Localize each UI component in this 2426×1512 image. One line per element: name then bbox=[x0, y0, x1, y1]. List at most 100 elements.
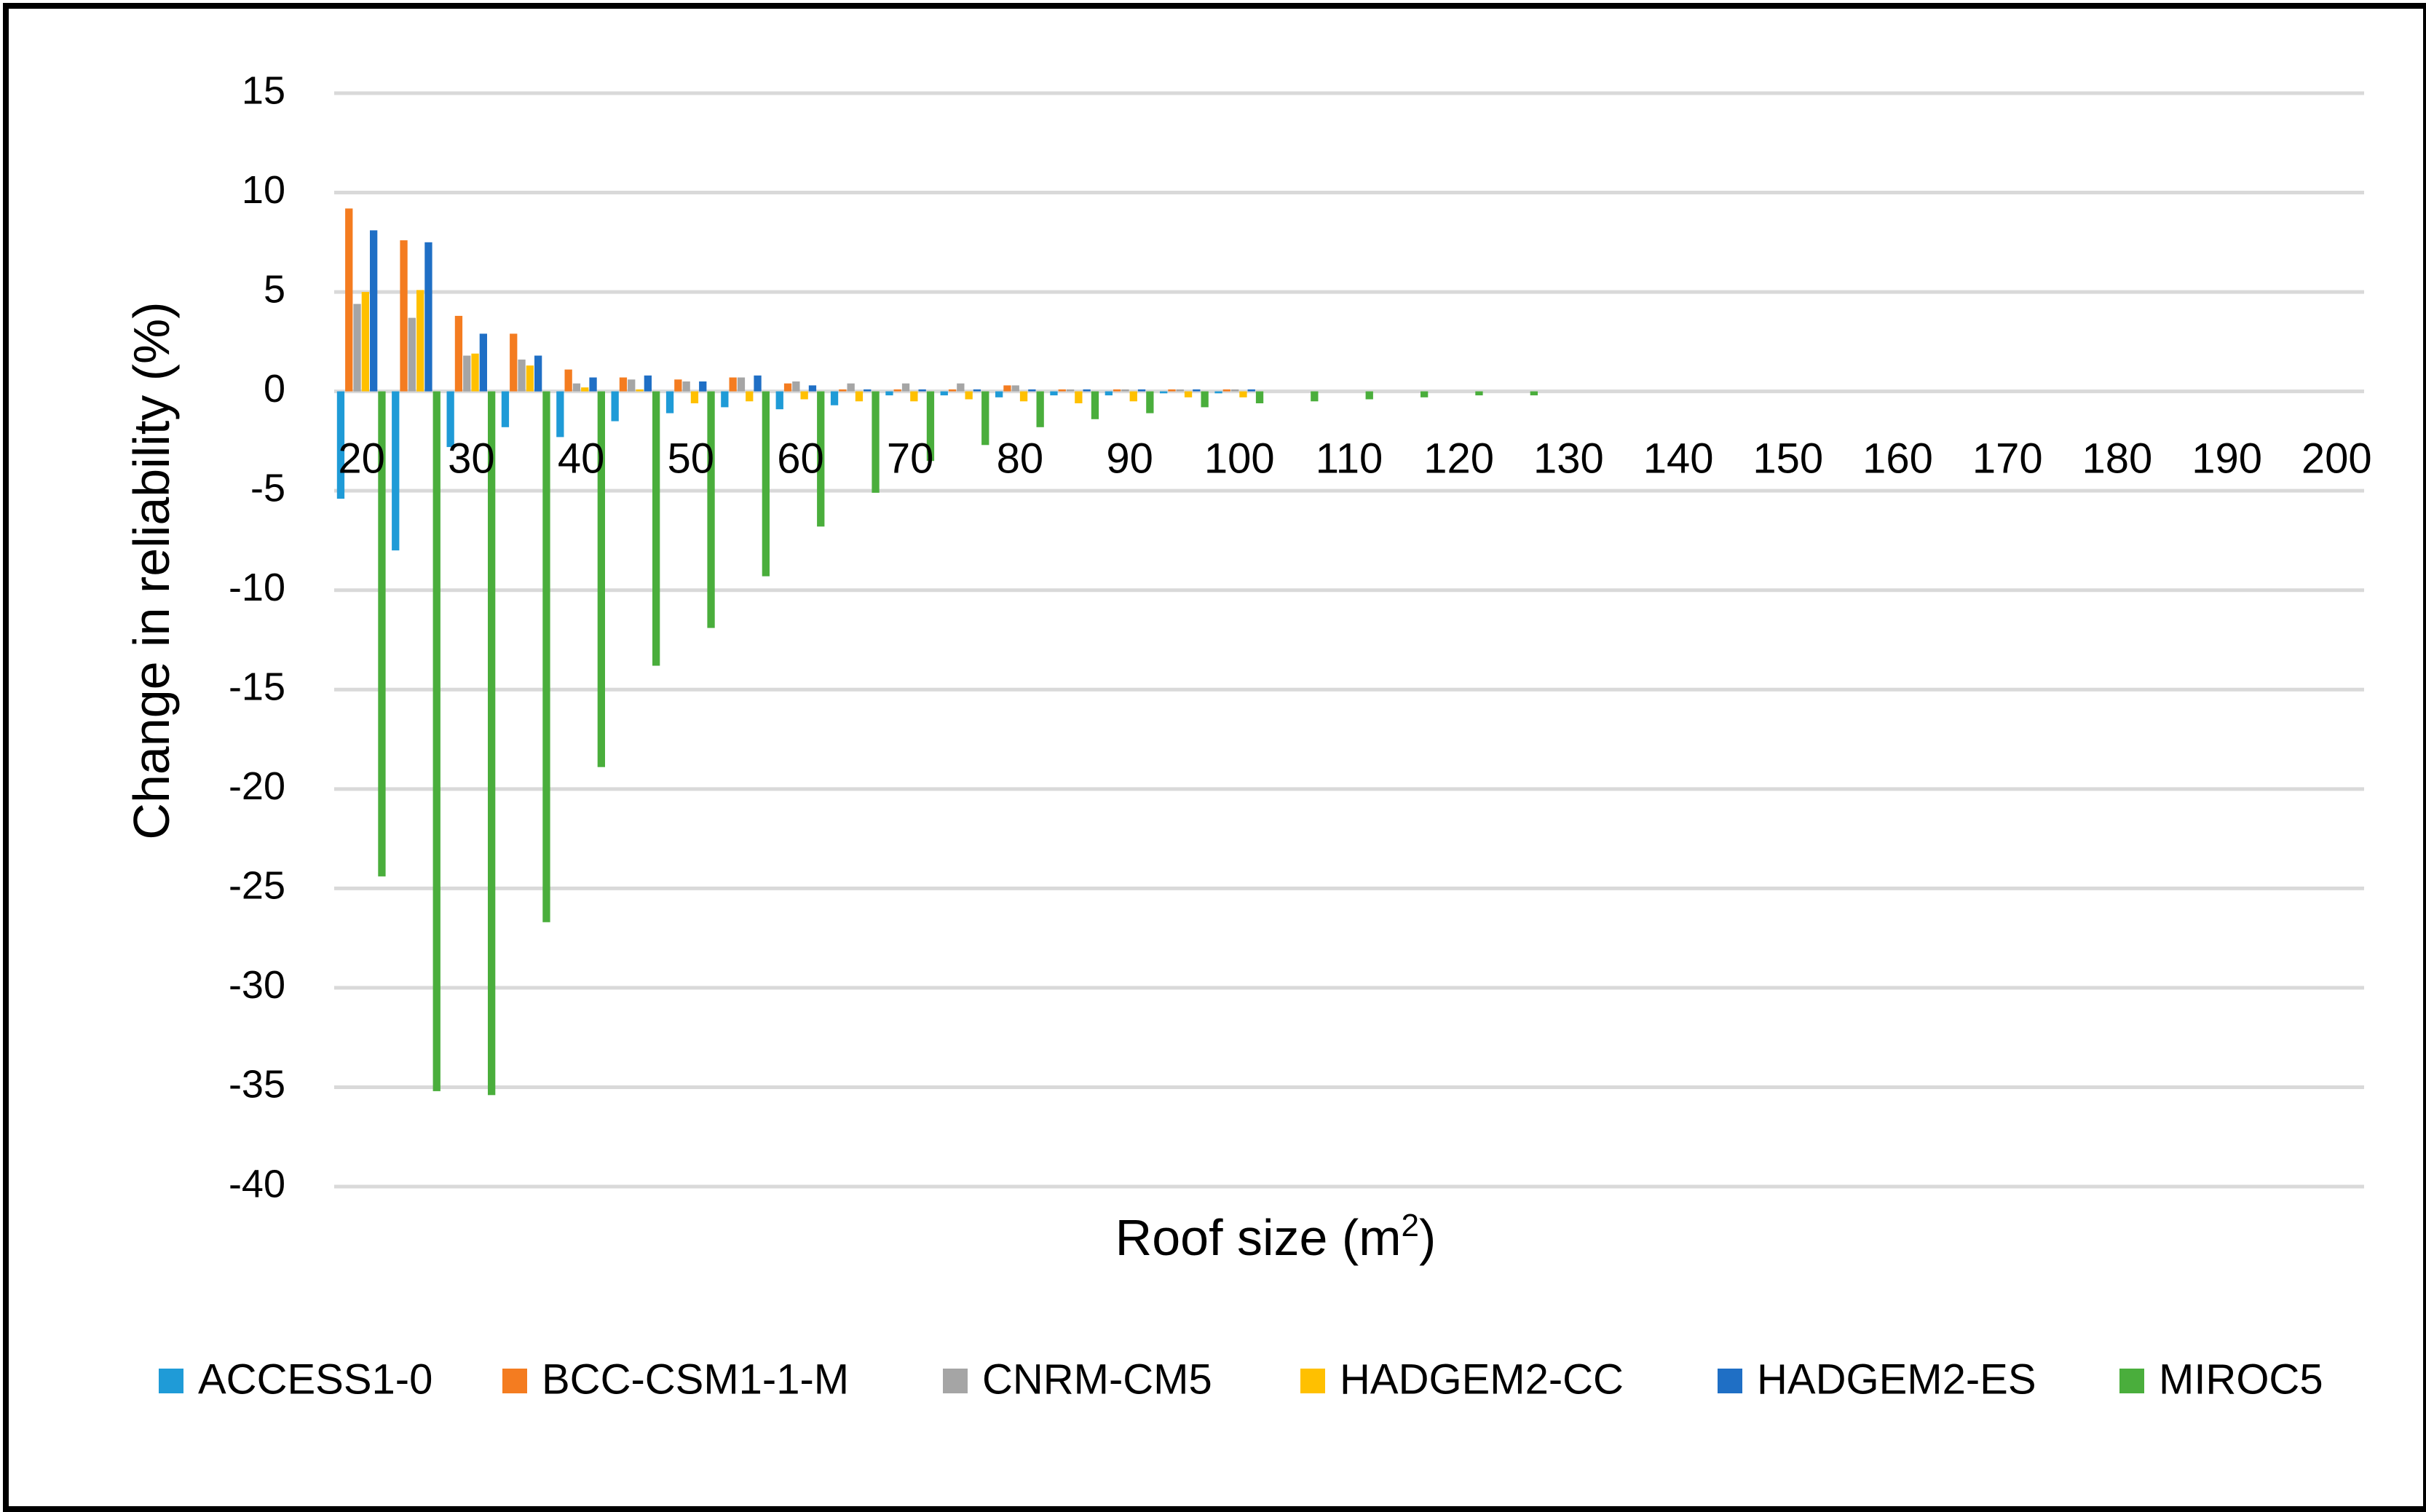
gridlines bbox=[334, 91, 2364, 1189]
bar bbox=[361, 292, 369, 392]
bar bbox=[1201, 391, 1209, 408]
x-tick-labels: 20 30 40 50 60 70 80 90 100 110 120 130 140 150 160 170… bbox=[338, 435, 2371, 482]
x-tick-label: 110 bbox=[1316, 435, 1383, 482]
bar bbox=[690, 391, 699, 403]
bar bbox=[707, 391, 715, 628]
bar bbox=[1311, 391, 1319, 402]
bar bbox=[652, 391, 660, 666]
bar bbox=[783, 383, 792, 392]
x-tick-label: 40 bbox=[558, 435, 605, 482]
bar bbox=[572, 383, 581, 392]
bar bbox=[1222, 389, 1230, 392]
bar bbox=[1091, 391, 1099, 419]
bar bbox=[526, 365, 534, 392]
y-tick-labels: 15 10 5 0 -5 -10 -15 -20 -25 -30 -35 -40 bbox=[229, 68, 285, 1206]
bar bbox=[534, 355, 542, 392]
bar bbox=[1050, 391, 1058, 396]
bar bbox=[1075, 391, 1083, 403]
bar bbox=[1365, 391, 1373, 400]
bar bbox=[1036, 391, 1044, 427]
legend-label: BCC-CSM1-1-M bbox=[542, 1355, 849, 1403]
bar bbox=[488, 391, 496, 1096]
bar bbox=[636, 389, 644, 392]
bar bbox=[926, 391, 935, 462]
legend-label: ACCESS1-0 bbox=[198, 1355, 432, 1403]
x-tick-label: 100 bbox=[1204, 435, 1275, 482]
x-tick-label: 20 bbox=[338, 435, 385, 482]
bar bbox=[1058, 389, 1066, 392]
bar bbox=[589, 377, 597, 392]
x-axis-label-superscript: 2 bbox=[1402, 1208, 1419, 1243]
y-tick-label: -20 bbox=[229, 764, 285, 808]
bar bbox=[893, 389, 901, 392]
bar bbox=[855, 391, 864, 402]
bar bbox=[1214, 391, 1222, 394]
y-tick-label: -35 bbox=[229, 1063, 285, 1107]
bar bbox=[597, 391, 605, 767]
x-tick-label: 150 bbox=[1753, 435, 1823, 482]
x-tick-label: 170 bbox=[1972, 435, 2043, 482]
chart-frame: 15 10 5 0 -5 -10 -15 -20 -25 -30 -35 -40 20 30 40 50 60… bbox=[3, 3, 2426, 1512]
bar bbox=[754, 375, 762, 392]
y-tick-label: -30 bbox=[229, 963, 285, 1007]
legend: ACCESS1-0 BCC-CSM1-1-M CNRM-CM5 HADGEM2-CC H… bbox=[159, 1355, 2323, 1403]
x-tick-label: 50 bbox=[668, 435, 715, 482]
bar bbox=[965, 391, 973, 400]
y-tick-label: 0 bbox=[264, 367, 285, 411]
x-tick-label: 90 bbox=[1106, 435, 1153, 482]
bar bbox=[1129, 391, 1137, 402]
bar bbox=[556, 391, 564, 438]
bar bbox=[847, 383, 855, 392]
bar bbox=[619, 377, 628, 392]
legend-label: CNRM-CM5 bbox=[982, 1355, 1212, 1403]
bar bbox=[1255, 391, 1264, 403]
bar bbox=[345, 208, 353, 392]
bar bbox=[581, 387, 589, 392]
bar bbox=[370, 230, 378, 392]
bar bbox=[463, 355, 471, 392]
x-tick-label: 30 bbox=[448, 435, 495, 482]
bar bbox=[910, 391, 918, 402]
bar bbox=[872, 391, 880, 493]
bar bbox=[948, 389, 957, 392]
bar bbox=[446, 391, 454, 448]
bar bbox=[392, 391, 400, 551]
x-axis-label-text: Roof size (m bbox=[1115, 1209, 1402, 1266]
bars bbox=[336, 208, 1538, 1096]
y-tick-label: -5 bbox=[250, 466, 285, 510]
bar bbox=[699, 381, 707, 392]
bar bbox=[416, 290, 424, 392]
bar bbox=[1003, 385, 1011, 392]
legend-label: MIROC5 bbox=[2159, 1355, 2323, 1403]
bar bbox=[864, 389, 872, 392]
bar bbox=[1231, 389, 1239, 392]
bar bbox=[729, 377, 737, 392]
bar bbox=[940, 391, 948, 396]
bar bbox=[808, 385, 817, 392]
legend-swatch bbox=[2119, 1369, 2144, 1393]
bar bbox=[1247, 389, 1255, 392]
bar bbox=[479, 333, 487, 392]
bar bbox=[400, 240, 408, 392]
x-tick-label: 160 bbox=[1862, 435, 1933, 482]
bar bbox=[1105, 391, 1113, 396]
bar bbox=[1121, 389, 1129, 392]
bar bbox=[432, 391, 440, 1091]
y-axis-label: Change in reliability (%) bbox=[123, 301, 180, 839]
y-tick-label: -15 bbox=[229, 665, 285, 709]
bar bbox=[628, 379, 636, 392]
y-tick-label: 15 bbox=[242, 68, 285, 112]
x-tick-label: 200 bbox=[2301, 435, 2372, 482]
bar bbox=[1421, 391, 1429, 397]
bar bbox=[424, 242, 432, 392]
bar bbox=[542, 391, 550, 922]
x-tick-label: 130 bbox=[1533, 435, 1604, 482]
bar bbox=[1083, 389, 1091, 392]
x-tick-label: 60 bbox=[777, 435, 824, 482]
bar bbox=[1475, 391, 1483, 396]
bar bbox=[665, 391, 674, 413]
bar bbox=[471, 353, 479, 392]
bar bbox=[1146, 391, 1154, 413]
bar bbox=[611, 391, 619, 421]
